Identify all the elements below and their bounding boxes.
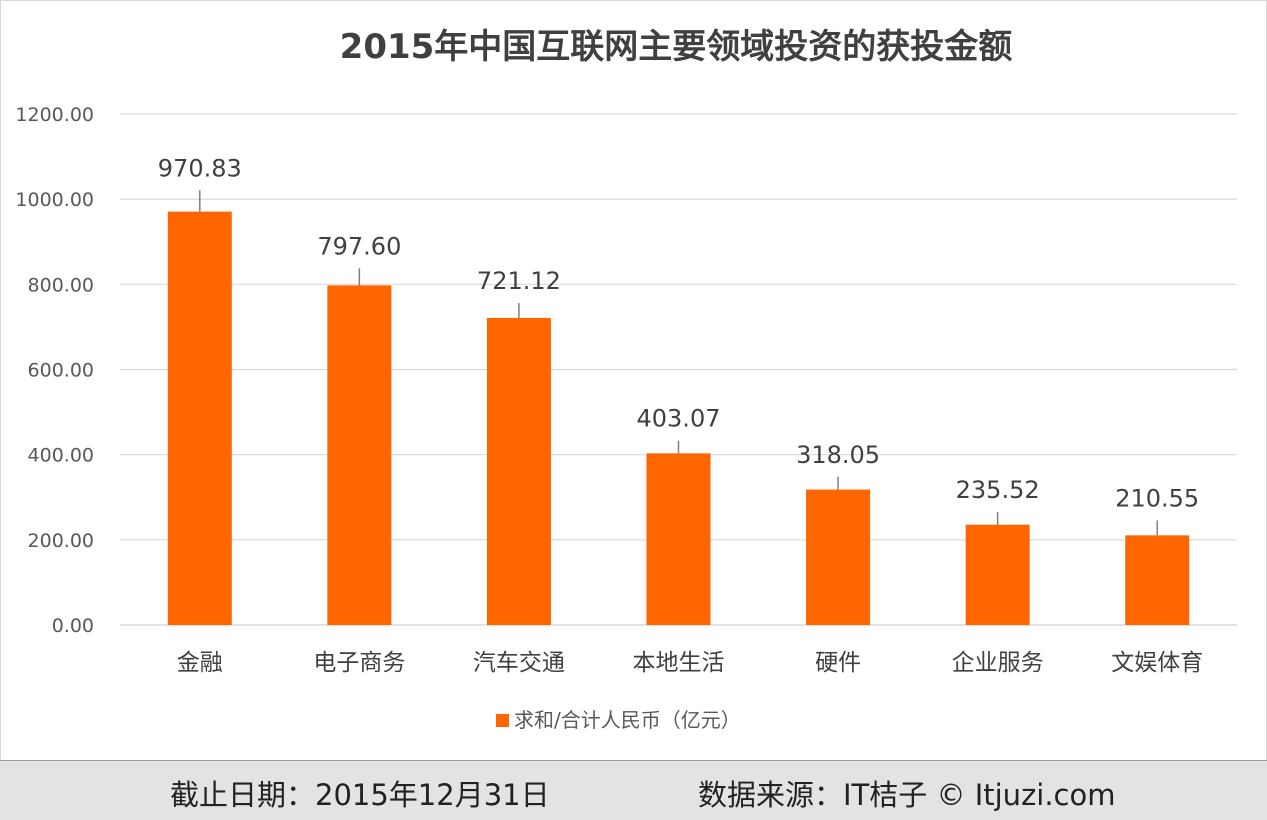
bar xyxy=(486,317,551,625)
y-tick-label: 1200.00 xyxy=(15,104,94,126)
cutoff-date: 截止日期：2015年12月31日 xyxy=(170,778,550,812)
y-tick-label: 600.00 xyxy=(28,360,94,382)
gridlines xyxy=(120,113,1237,626)
legend-swatch xyxy=(496,714,509,727)
bar xyxy=(646,453,711,625)
y-tick-label: 400.00 xyxy=(28,445,94,467)
data-label: 403.07 xyxy=(637,405,721,433)
y-tick-label: 200.00 xyxy=(28,530,94,552)
bar xyxy=(965,524,1030,625)
bar xyxy=(1125,535,1190,625)
y-tick-label: 1000.00 xyxy=(15,189,94,211)
x-tick-label: 金融 xyxy=(177,650,223,676)
data-labels: 970.83 797.60 721.12 403.07 318.05 235.52 210.… xyxy=(158,154,1199,512)
x-axis-ticks: 金融 电子商务 汽车交通 本地生活 硬件 企业服务 文娱体育 xyxy=(177,650,1203,676)
footer-bar: 截止日期：2015年12月31日 数据来源：IT桔子 © Itjuzi.com xyxy=(0,760,1267,820)
data-label: 970.83 xyxy=(158,154,242,182)
bar-chart: 2015年中国互联网主要领域投资的获投金额 0.00 200.00 400.00 60… xyxy=(15,27,1237,732)
bar xyxy=(327,285,392,625)
y-axis-ticks: 0.00 200.00 400.00 600.00 800.00 1000.00 1200.… xyxy=(15,104,94,637)
x-tick-label: 文娱体育 xyxy=(1111,650,1203,676)
data-label: 210.55 xyxy=(1115,484,1199,512)
data-label: 721.12 xyxy=(477,267,561,295)
data-label: 318.05 xyxy=(796,441,880,469)
data-source: 数据来源：IT桔子 © Itjuzi.com xyxy=(698,778,1116,812)
x-tick-label: 本地生活 xyxy=(633,650,725,676)
legend-label: 求和/合计人民币（亿元） xyxy=(514,708,741,732)
bars xyxy=(167,211,1190,625)
x-tick-label: 硬件 xyxy=(815,650,861,676)
x-tick-label: 电子商务 xyxy=(313,650,405,676)
x-tick-label: 汽车交通 xyxy=(473,650,565,676)
data-label: 235.52 xyxy=(956,476,1040,504)
chart-title: 2015年中国互联网主要领域投资的获投金额 xyxy=(340,27,1013,67)
legend: 求和/合计人民币（亿元） xyxy=(496,708,741,732)
y-tick-label: 800.00 xyxy=(28,274,94,296)
y-tick-label: 0.00 xyxy=(52,615,94,637)
bar xyxy=(806,489,871,625)
x-tick-label: 企业服务 xyxy=(952,650,1044,676)
bar xyxy=(167,211,232,625)
error-bars xyxy=(199,190,1158,536)
data-label: 797.60 xyxy=(317,232,401,260)
